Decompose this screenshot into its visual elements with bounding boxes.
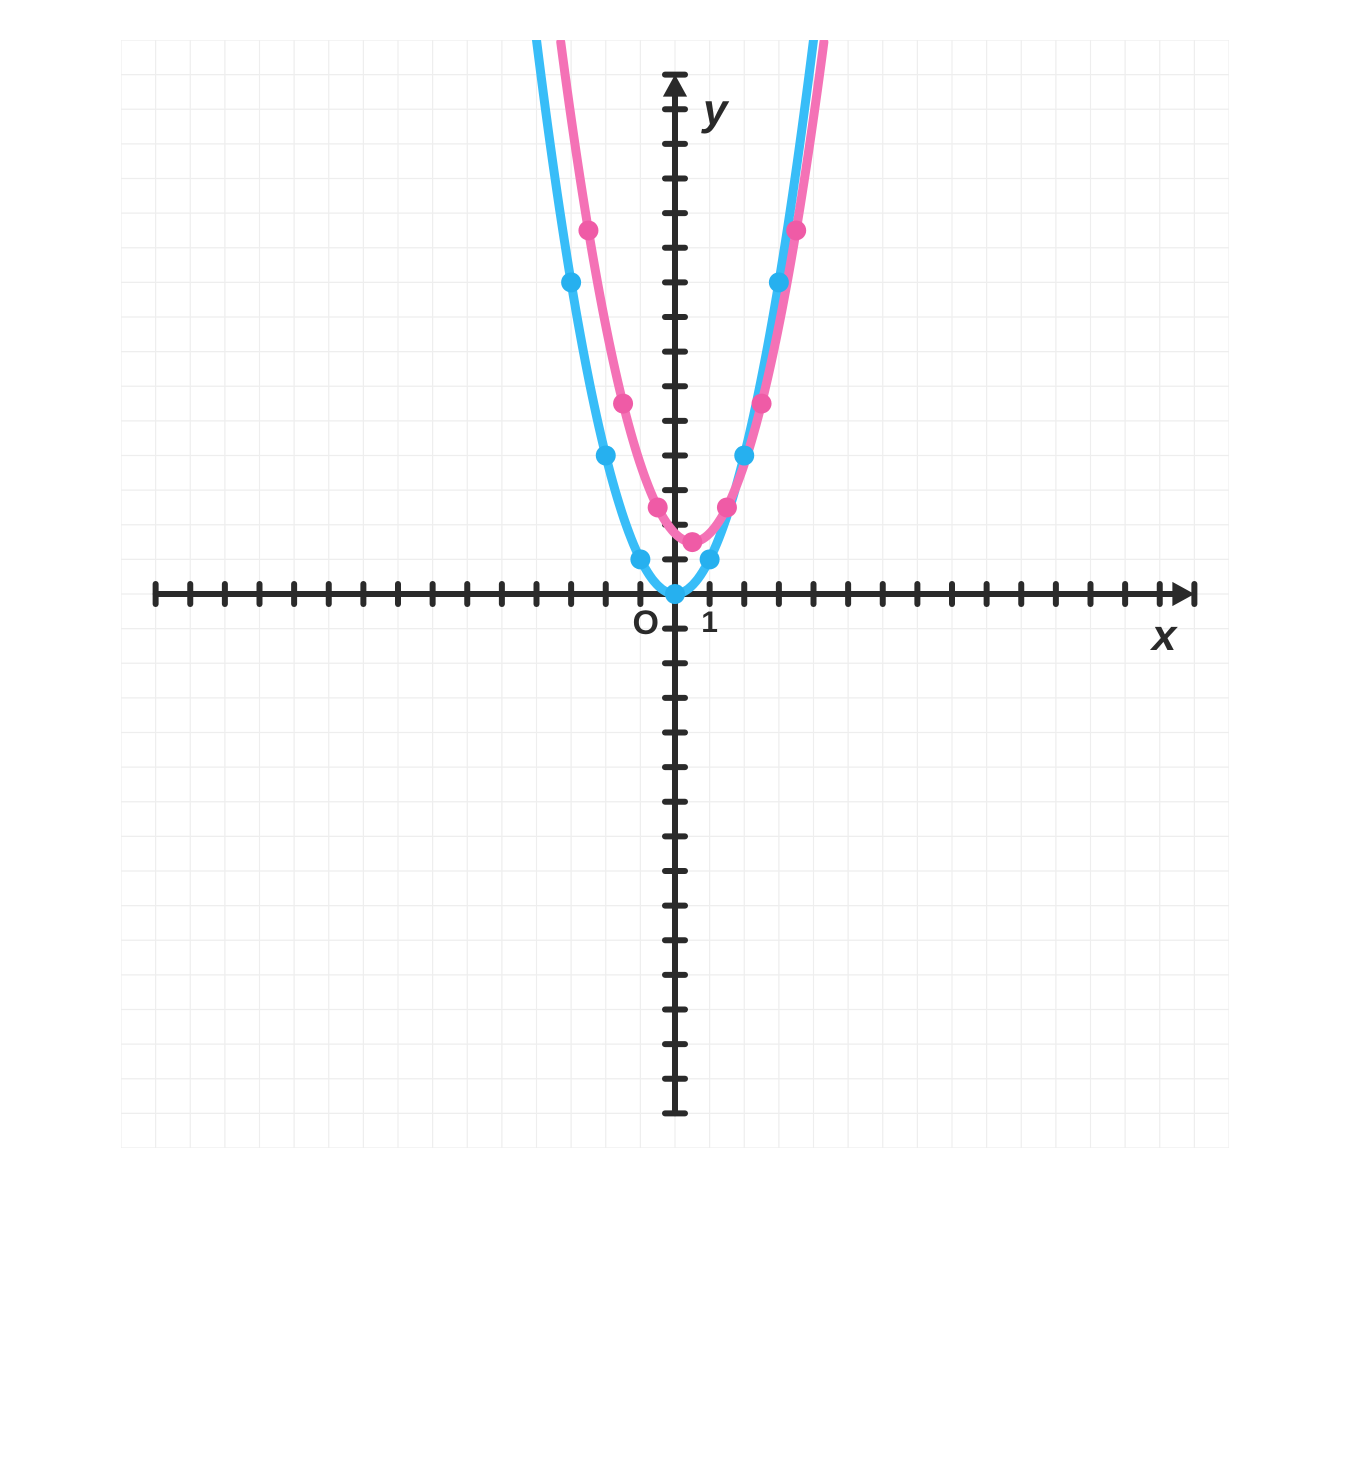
x-axis-label: x (1150, 611, 1178, 660)
blue-parabola-marker (596, 446, 616, 466)
blue-parabola-marker (734, 446, 754, 466)
blue-parabola-marker (769, 272, 789, 292)
blue-parabola-marker (630, 549, 650, 569)
pink-parabola-marker (752, 394, 772, 414)
parabola-chart: y x O 1 (121, 40, 1229, 1148)
origin-label: O (633, 604, 659, 642)
y-axis-label: y (701, 86, 730, 135)
pink-parabola-marker (648, 497, 668, 517)
pink-parabola-marker (578, 220, 598, 240)
pink-parabola-marker (717, 497, 737, 517)
blue-parabola-marker (665, 584, 685, 604)
pink-parabola-marker (682, 532, 702, 552)
pink-parabola-marker (613, 394, 633, 414)
blue-parabola-marker (700, 549, 720, 569)
chart-svg: y x O 1 (121, 40, 1229, 1148)
pink-parabola-marker (786, 220, 806, 240)
blue-parabola-marker (561, 272, 581, 292)
one-label: 1 (701, 606, 718, 639)
